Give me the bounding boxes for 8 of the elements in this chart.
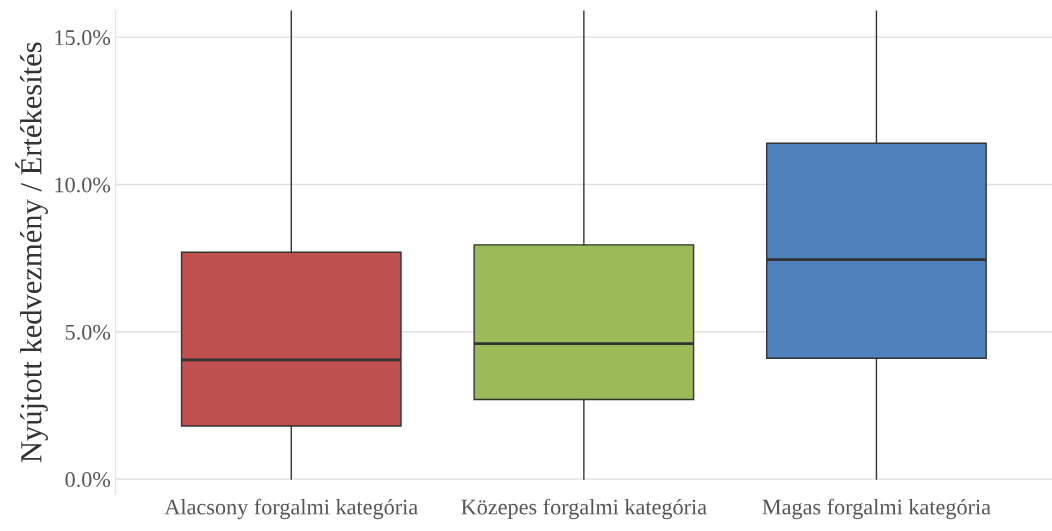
- x-tick-label: Közepes forgalmi kategória: [461, 498, 707, 520]
- y-axis-title: Nyújtott kedvezmény / Értékesítés: [15, 42, 48, 463]
- y-tick-label: 0.0%: [65, 472, 111, 488]
- y-tick-label: 15.0%: [55, 30, 111, 46]
- y-tick-label: 10.0%: [55, 177, 111, 193]
- x-tick-label: Magas forgalmi kategória: [762, 498, 991, 520]
- y-tick-label: 5.0%: [65, 324, 111, 340]
- x-tick-label: Alacsony forgalmi kategória: [164, 498, 418, 520]
